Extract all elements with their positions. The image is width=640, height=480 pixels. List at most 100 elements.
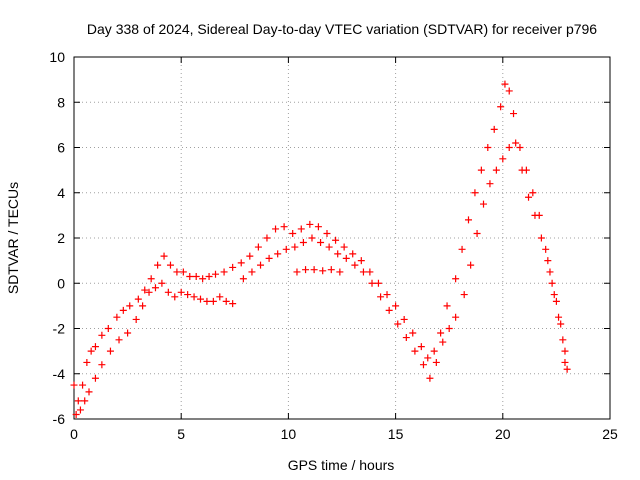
data-point bbox=[98, 331, 106, 339]
data-point bbox=[377, 293, 385, 301]
data-point bbox=[548, 279, 556, 287]
data-point bbox=[490, 125, 498, 133]
data-point bbox=[274, 250, 282, 258]
data-point bbox=[177, 288, 185, 296]
x-tick-label: 15 bbox=[388, 426, 404, 442]
data-point bbox=[366, 268, 374, 276]
data-point bbox=[458, 245, 466, 253]
data-point bbox=[192, 272, 200, 280]
data-point bbox=[248, 268, 256, 276]
data-point bbox=[87, 347, 95, 355]
x-tick-label: 0 bbox=[70, 426, 78, 442]
data-point bbox=[166, 261, 174, 269]
data-point bbox=[510, 110, 518, 118]
data-point bbox=[546, 268, 554, 276]
data-point bbox=[317, 239, 325, 247]
data-point bbox=[445, 325, 453, 332]
data-point bbox=[439, 338, 447, 346]
data-point bbox=[555, 313, 563, 321]
data-point bbox=[126, 302, 134, 310]
data-point bbox=[124, 329, 132, 337]
y-tick-label: 0 bbox=[57, 275, 65, 291]
y-tick-labels: -6 -4 -2 0 2 4 6 8 10 bbox=[49, 49, 65, 427]
data-point bbox=[205, 272, 213, 280]
data-point bbox=[359, 268, 367, 276]
data-point bbox=[342, 254, 350, 262]
x-axis-label: GPS time / hours bbox=[288, 457, 395, 473]
data-point bbox=[263, 234, 271, 242]
data-point bbox=[139, 302, 147, 310]
data-point bbox=[246, 252, 254, 260]
data-point bbox=[357, 257, 365, 265]
data-point bbox=[164, 288, 172, 296]
x-tick-label: 10 bbox=[281, 426, 297, 442]
data-point bbox=[85, 388, 93, 396]
data-point bbox=[460, 291, 468, 299]
data-point bbox=[171, 293, 179, 301]
data-point bbox=[351, 261, 359, 269]
data-point bbox=[561, 358, 569, 366]
data-point bbox=[158, 279, 166, 287]
data-point bbox=[212, 270, 220, 278]
data-point bbox=[134, 295, 142, 303]
data-point bbox=[537, 234, 545, 242]
data-point bbox=[512, 139, 520, 147]
data-point bbox=[411, 347, 419, 355]
y-tick-label: -6 bbox=[53, 411, 66, 427]
data-point bbox=[497, 103, 505, 111]
y-tick-label: 8 bbox=[57, 94, 65, 110]
data-point bbox=[237, 259, 245, 267]
data-point bbox=[385, 306, 393, 314]
data-point bbox=[186, 272, 194, 280]
data-point bbox=[419, 361, 427, 369]
data-point bbox=[437, 329, 445, 337]
data-point bbox=[336, 268, 344, 276]
data-point bbox=[518, 166, 526, 174]
y-tick-label: -4 bbox=[53, 366, 66, 382]
data-point bbox=[563, 365, 571, 373]
data-point bbox=[184, 291, 192, 299]
data-point bbox=[160, 252, 168, 260]
grid-lines bbox=[74, 57, 610, 419]
x-tick-label: 20 bbox=[495, 426, 511, 442]
data-point bbox=[480, 200, 488, 208]
data-point bbox=[132, 315, 140, 323]
data-point bbox=[325, 243, 333, 251]
data-point bbox=[151, 284, 159, 292]
data-point bbox=[525, 193, 533, 201]
data-point bbox=[374, 279, 382, 287]
data-point bbox=[327, 266, 335, 274]
data-point bbox=[499, 155, 507, 163]
data-point bbox=[293, 268, 301, 276]
y-tick-label: 6 bbox=[57, 140, 65, 156]
data-point bbox=[179, 268, 187, 276]
data-point bbox=[106, 347, 114, 355]
data-point bbox=[443, 302, 451, 310]
data-point bbox=[473, 229, 481, 237]
data-point bbox=[98, 361, 106, 369]
data-point bbox=[113, 313, 121, 321]
data-point bbox=[417, 343, 425, 351]
data-point bbox=[104, 325, 112, 332]
data-point bbox=[81, 397, 89, 405]
data-point bbox=[432, 358, 440, 366]
data-point bbox=[216, 293, 224, 301]
y-tick-label: 2 bbox=[57, 230, 65, 246]
data-point bbox=[452, 313, 460, 321]
data-point bbox=[199, 275, 207, 283]
data-point bbox=[280, 223, 288, 231]
y-tick-label: -2 bbox=[53, 321, 66, 337]
data-point bbox=[484, 144, 492, 151]
data-point bbox=[557, 320, 565, 328]
data-point bbox=[471, 189, 479, 197]
data-point bbox=[145, 288, 153, 296]
data-point bbox=[154, 261, 162, 269]
data-point bbox=[323, 229, 331, 237]
data-point bbox=[464, 216, 472, 224]
data-point bbox=[147, 275, 155, 283]
data-point bbox=[392, 302, 400, 310]
data-point bbox=[402, 334, 410, 342]
data-point bbox=[516, 144, 524, 151]
x-tick-labels: 0 5 10 15 20 25 bbox=[70, 426, 618, 442]
chart-title: Day 338 of 2024, Sidereal Day-to-day VTE… bbox=[87, 21, 597, 37]
